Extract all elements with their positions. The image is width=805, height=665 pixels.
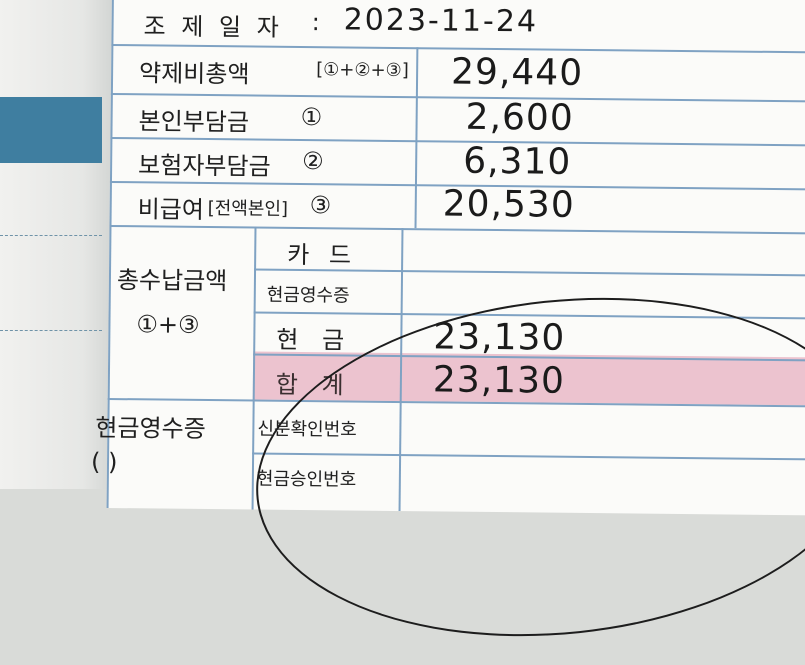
cash-label: 현 금 xyxy=(276,325,353,355)
non-covered-label: 비급여 xyxy=(137,195,205,224)
card-label: 카 드 xyxy=(287,240,358,270)
perforation-line xyxy=(0,235,102,236)
sum-value: 23,130 xyxy=(432,359,566,402)
rule xyxy=(109,224,805,235)
adjacent-page-stub xyxy=(0,0,118,489)
cash-value: 23,130 xyxy=(433,316,566,359)
pharmacy-receipt: 조 제 일 자 : 2023-11-24 약제비총액 [①+②+③] 29,44… xyxy=(91,0,805,516)
non-covered-marker: ③ xyxy=(309,191,332,220)
cash-receipt-footer-label: 현금영수증 xyxy=(95,413,206,444)
id-check-number-label: 신분확인번호 xyxy=(257,418,357,441)
dispense-date-value: 2023-11-24 xyxy=(343,2,539,40)
total-drug-cost-value: 29,440 xyxy=(450,51,584,94)
rule xyxy=(252,452,805,461)
rule xyxy=(414,47,419,229)
total-drug-cost-label: 약제비총액 xyxy=(138,59,250,89)
cash-approval-number-label: 현금승인번호 xyxy=(256,468,357,491)
perforation-line xyxy=(0,330,102,331)
total-drug-cost-formula: [①+②+③] xyxy=(316,59,409,82)
dispense-date-label: 조 제 일 자 xyxy=(143,12,283,42)
non-covered-note: [전액본인] xyxy=(207,198,289,220)
total-payment-label: 총수납금액 xyxy=(116,266,228,296)
total-payment-formula: ①+③ xyxy=(136,310,200,339)
blue-band xyxy=(0,97,102,163)
patient-copay-value: 2,600 xyxy=(465,96,574,139)
cash-receipt-footer-paren: ( ) xyxy=(90,447,118,477)
sum-label: 합 계 xyxy=(275,370,352,400)
insurer-share-label: 보험자부담금 xyxy=(137,151,271,181)
insurer-share-value: 6,310 xyxy=(462,140,572,183)
cash-receipt-label: 현금영수증 xyxy=(266,284,350,307)
dispense-date-colon: : xyxy=(311,8,320,37)
insurer-share-marker: ② xyxy=(302,147,324,176)
patient-copay-marker: ① xyxy=(300,102,323,132)
patient-copay-label: 본인부담금 xyxy=(138,107,250,137)
non-covered-value: 20,530 xyxy=(442,183,575,226)
